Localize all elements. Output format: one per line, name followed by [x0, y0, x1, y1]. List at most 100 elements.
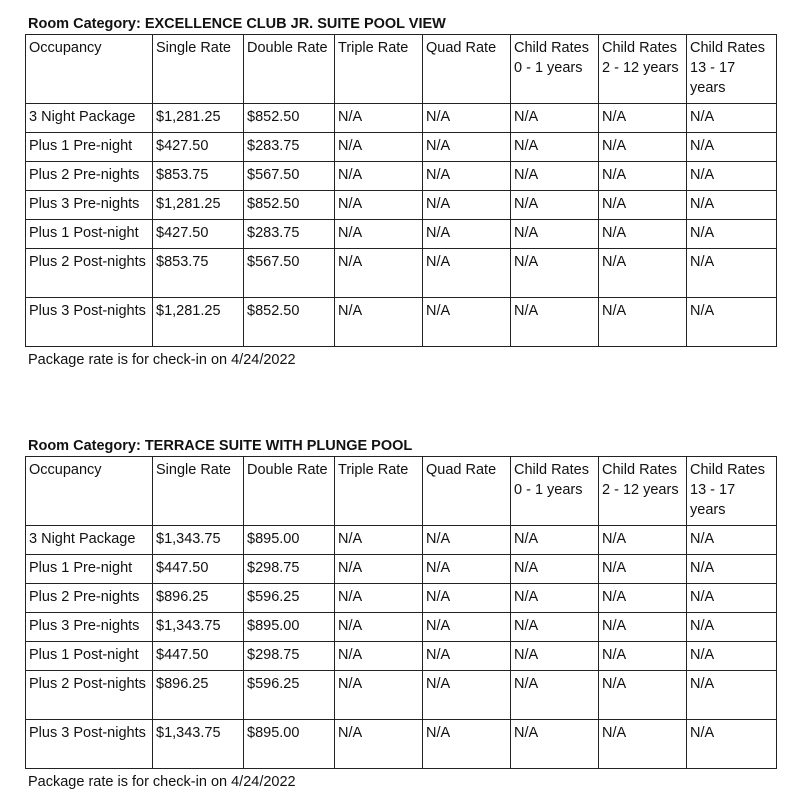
table-row: Plus 3 Pre-nights $1,343.75 $895.00 N/A N/A N…: [25, 612, 777, 642]
table-cell: Plus 2 Pre-nights: [25, 161, 153, 191]
column-header: Child Rates 0 - 1 years: [510, 34, 599, 104]
table-cell: N/A: [510, 525, 599, 555]
table-row: Plus 1 Pre-night $427.50 $283.75 N/A N/A N/A N…: [25, 132, 777, 162]
table-cell: N/A: [686, 525, 777, 555]
table-cell: N/A: [598, 297, 687, 347]
rate-table: Occupancy Single Rate Double Rate Triple Ra…: [25, 34, 777, 347]
table-row: Plus 3 Post-nights $1,343.75 $895.00 N/A N/A…: [25, 719, 777, 769]
rate-table: Occupancy Single Rate Double Rate Triple Ra…: [25, 456, 777, 769]
table-cell: $427.50: [152, 132, 244, 162]
column-header: Double Rate: [243, 34, 335, 104]
table-cell: N/A: [686, 554, 777, 584]
table-cell: N/A: [686, 248, 777, 298]
table-cell: N/A: [510, 190, 599, 220]
column-header: Quad Rate: [422, 34, 511, 104]
table-row: Plus 1 Post-night $447.50 $298.75 N/A N/A N/A…: [25, 641, 777, 671]
table-cell: N/A: [686, 583, 777, 613]
table-cell: N/A: [334, 103, 423, 133]
table-cell: $596.25: [243, 670, 335, 720]
table-cell: N/A: [686, 103, 777, 133]
table-row: 3 Night Package $1,281.25 $852.50 N/A N/A N/A…: [25, 103, 777, 133]
table-cell: N/A: [686, 132, 777, 162]
table-cell: N/A: [510, 161, 599, 191]
table-cell: N/A: [510, 719, 599, 769]
table-cell: Plus 1 Post-night: [25, 219, 153, 249]
rate-table-section: Room Category: EXCELLENCE CLUB JR. SUITE…: [25, 14, 777, 370]
column-header: Child Rates 13 - 17 years: [686, 34, 777, 104]
table-cell: $283.75: [243, 219, 335, 249]
column-header: Child Rates 13 - 17 years: [686, 456, 777, 526]
table-cell: $1,281.25: [152, 103, 244, 133]
table-cell: N/A: [334, 670, 423, 720]
table-cell: $596.25: [243, 583, 335, 613]
table-cell: N/A: [422, 190, 511, 220]
table-cell: $895.00: [243, 612, 335, 642]
table-cell: Plus 1 Pre-night: [25, 132, 153, 162]
table-cell: N/A: [510, 554, 599, 584]
table-cell: $852.50: [243, 297, 335, 347]
table-cell: N/A: [510, 248, 599, 298]
table-cell: $853.75: [152, 248, 244, 298]
table-row: Plus 2 Post-nights $896.25 $596.25 N/A N/A N/…: [25, 670, 777, 720]
table-cell: N/A: [598, 525, 687, 555]
rate-table-section: Room Category: TERRACE SUITE WITH PLUNGE…: [25, 436, 777, 792]
table-cell: N/A: [598, 583, 687, 613]
room-category-title: Room Category: TERRACE SUITE WITH PLUNGE…: [28, 438, 413, 454]
table-cell: N/A: [334, 719, 423, 769]
table-cell: N/A: [686, 641, 777, 671]
table-cell: $283.75: [243, 132, 335, 162]
column-header: Child Rates 2 - 12 years: [598, 456, 687, 526]
package-note: Package rate is for check-in on 4/24/202…: [28, 352, 296, 368]
table-cell: N/A: [598, 719, 687, 769]
table-cell: N/A: [510, 670, 599, 720]
table-cell: N/A: [422, 525, 511, 555]
table-cell: N/A: [510, 583, 599, 613]
table-cell: N/A: [510, 641, 599, 671]
table-cell: N/A: [334, 132, 423, 162]
table-cell: $852.50: [243, 103, 335, 133]
table-cell: N/A: [422, 248, 511, 298]
column-header: Occupancy: [25, 456, 153, 526]
table-row: Plus 2 Post-nights $853.75 $567.50 N/A N/A N/…: [25, 248, 777, 298]
table-cell: $447.50: [152, 554, 244, 584]
table-cell: N/A: [422, 132, 511, 162]
table-cell: $298.75: [243, 554, 335, 584]
table-cell: N/A: [686, 612, 777, 642]
table-row: Plus 3 Post-nights $1,281.25 $852.50 N/A N/A…: [25, 297, 777, 347]
column-header: Single Rate: [152, 34, 244, 104]
table-cell: N/A: [686, 719, 777, 769]
table-row: 3 Night Package $1,343.75 $895.00 N/A N/A N/A…: [25, 525, 777, 555]
table-cell: N/A: [598, 161, 687, 191]
table-cell: $896.25: [152, 670, 244, 720]
table-cell: $895.00: [243, 719, 335, 769]
table-cell: N/A: [598, 132, 687, 162]
table-cell: Plus 2 Pre-nights: [25, 583, 153, 613]
table-cell: N/A: [334, 641, 423, 671]
table-cell: $1,281.25: [152, 190, 244, 220]
table-cell: $1,281.25: [152, 297, 244, 347]
table-cell: N/A: [422, 161, 511, 191]
table-cell: N/A: [334, 554, 423, 584]
table-cell: N/A: [686, 219, 777, 249]
table-cell: N/A: [510, 297, 599, 347]
table-cell: N/A: [686, 670, 777, 720]
table-cell: $567.50: [243, 248, 335, 298]
table-cell: N/A: [422, 719, 511, 769]
table-cell: N/A: [510, 219, 599, 249]
table-cell: $1,343.75: [152, 612, 244, 642]
table-cell: N/A: [598, 612, 687, 642]
table-cell: Plus 2 Post-nights: [25, 670, 153, 720]
table-cell: Plus 3 Post-nights: [25, 297, 153, 347]
table-cell: 3 Night Package: [25, 103, 153, 133]
table-cell: N/A: [422, 554, 511, 584]
table-cell: N/A: [686, 190, 777, 220]
table-cell: Plus 1 Post-night: [25, 641, 153, 671]
table-cell: N/A: [598, 248, 687, 298]
column-header: Occupancy: [25, 34, 153, 104]
table-cell: $1,343.75: [152, 719, 244, 769]
table-cell: N/A: [334, 248, 423, 298]
header-row: Occupancy Single Rate Double Rate Triple Ra…: [25, 456, 777, 526]
table-cell: N/A: [422, 103, 511, 133]
room-category-title: Room Category: EXCELLENCE CLUB JR. SUITE…: [28, 16, 446, 32]
table-cell: 3 Night Package: [25, 525, 153, 555]
